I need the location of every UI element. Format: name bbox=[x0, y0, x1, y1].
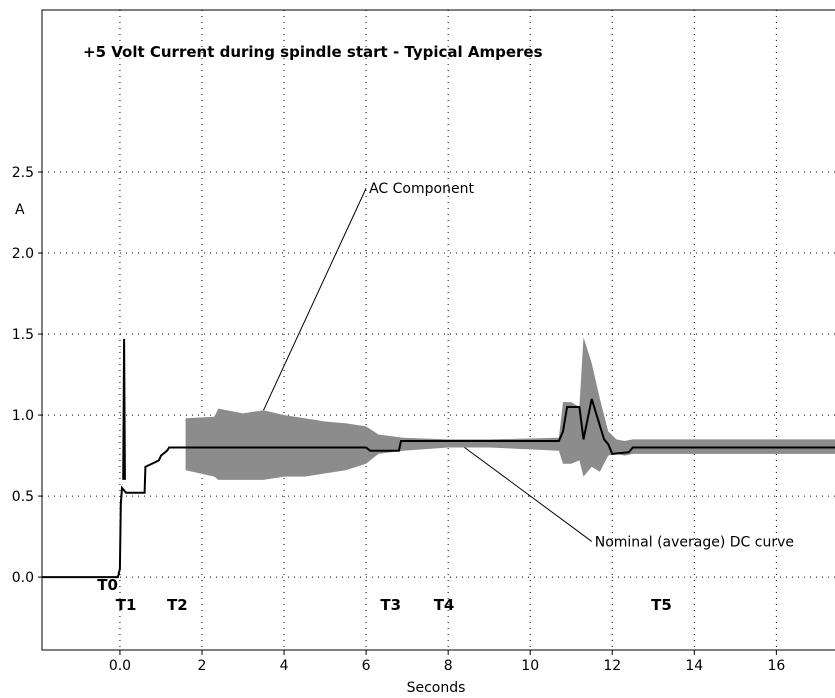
time-marker-label: T4 bbox=[434, 596, 455, 614]
x-tick-label: 2 bbox=[198, 658, 207, 674]
startup-spike-line bbox=[122, 338, 126, 480]
annotation-leader-line bbox=[464, 447, 593, 542]
x-axis-label: Seconds bbox=[407, 680, 466, 696]
series-lines bbox=[42, 338, 835, 579]
x-tick-label: 12 bbox=[603, 658, 621, 674]
x-tick-label: 4 bbox=[280, 658, 289, 674]
annotation-label: AC Component bbox=[369, 181, 474, 197]
x-tick-label: 10 bbox=[521, 658, 539, 674]
y-tick-label: 2.5 bbox=[12, 165, 34, 181]
chart-title: +5 Volt Current during spindle start - T… bbox=[83, 43, 543, 61]
time-marker-label: T0 bbox=[97, 576, 118, 594]
annotation-label: Nominal (average) DC curve bbox=[595, 534, 794, 550]
y-tick-label: 1.0 bbox=[12, 408, 34, 424]
annotations: AC Component Nominal (average) DC curve bbox=[263, 181, 794, 550]
time-marker-label: T2 bbox=[167, 596, 188, 614]
dc-curve-line bbox=[42, 398, 835, 579]
y-tick-label: 2.0 bbox=[12, 246, 34, 262]
x-tick-label: 0.0 bbox=[109, 658, 131, 674]
time-markers: T0 T1 T2 T3 T4 T5 bbox=[97, 576, 672, 614]
y-tick-label: 1.5 bbox=[12, 327, 34, 343]
x-axis-ticks: 0.0 2 4 6 8 10 12 14 16 bbox=[109, 650, 785, 674]
x-tick-label: 14 bbox=[685, 658, 703, 674]
time-marker-label: T5 bbox=[651, 596, 672, 614]
plot-frame bbox=[41, 9, 835, 651]
x-tick-label: 6 bbox=[362, 658, 371, 674]
annotation-leader-line bbox=[263, 188, 367, 411]
time-marker-label: T3 bbox=[380, 596, 401, 614]
grid bbox=[42, 10, 835, 650]
x-tick-label: 8 bbox=[444, 658, 453, 674]
ac-component-band bbox=[185, 337, 835, 480]
y-axis-ticks: 0.0 0.5 1.0 1.5 2.0 2.5 bbox=[12, 165, 42, 586]
time-marker-label: T1 bbox=[116, 596, 137, 614]
ac-band bbox=[185, 337, 835, 480]
x-tick-label: 16 bbox=[767, 658, 785, 674]
y-tick-label: 0.5 bbox=[12, 489, 34, 505]
y-axis-label: A bbox=[15, 202, 25, 218]
y-tick-label: 0.0 bbox=[12, 570, 34, 586]
